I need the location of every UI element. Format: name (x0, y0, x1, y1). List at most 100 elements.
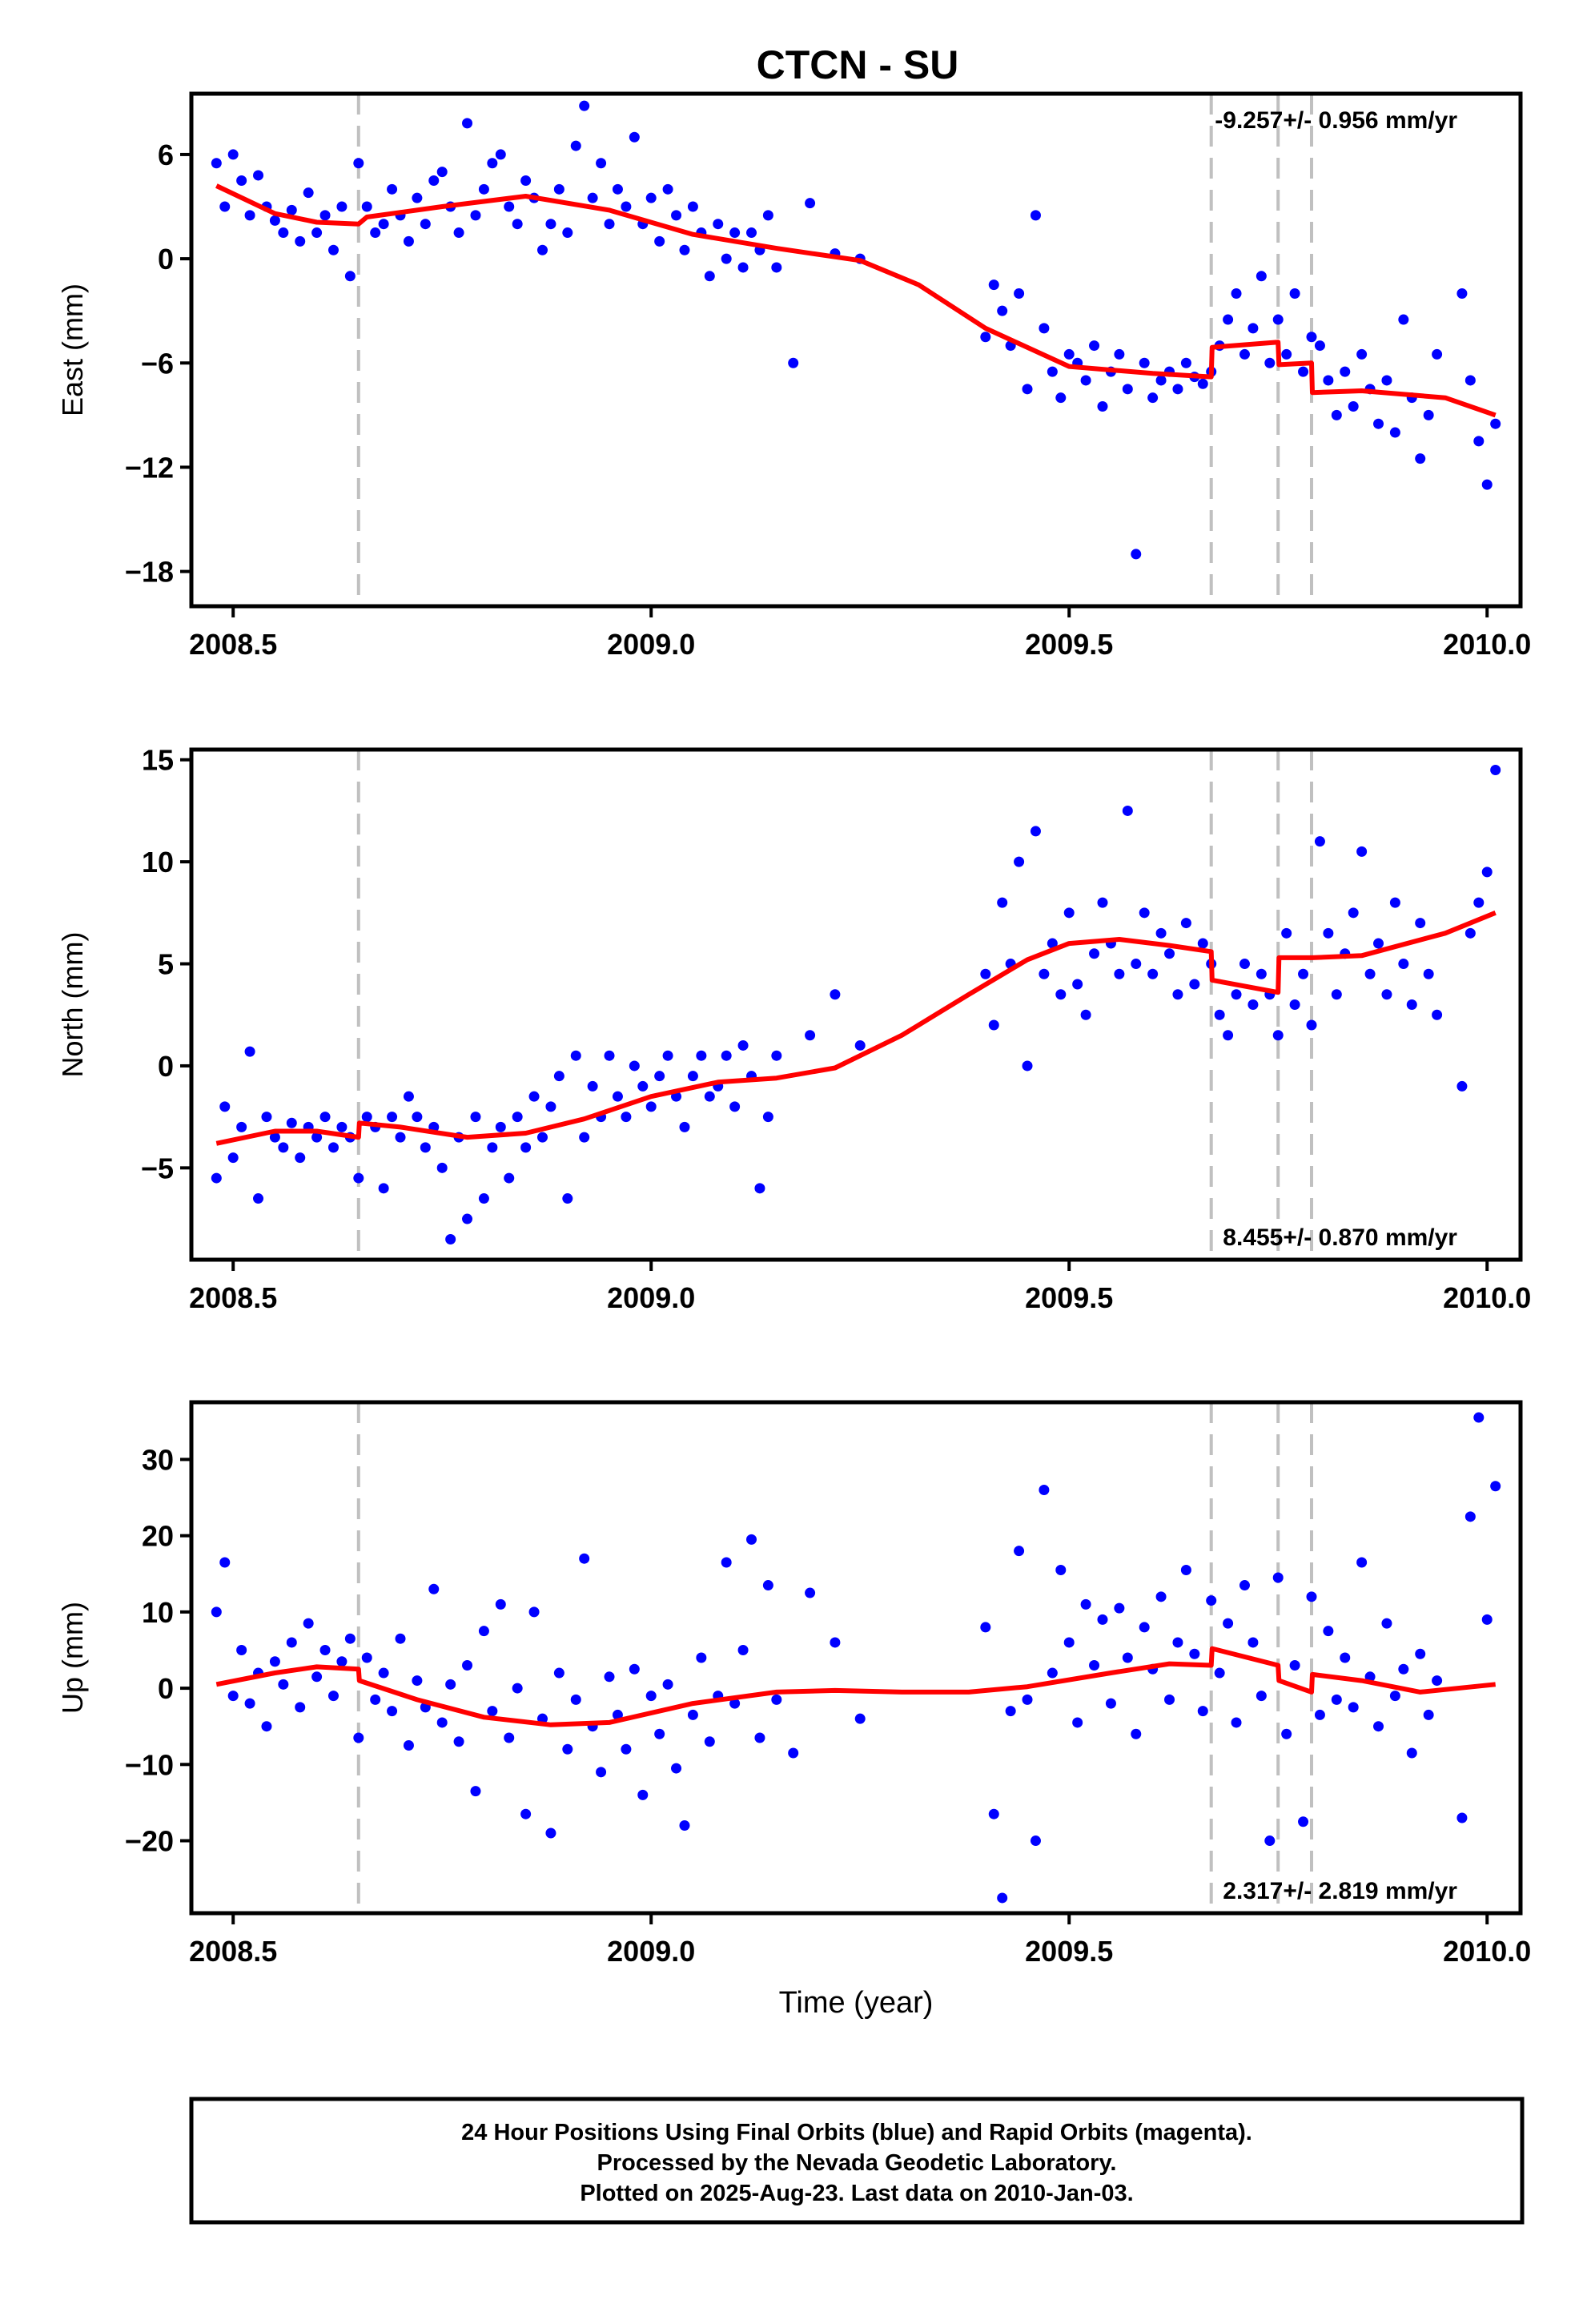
east-data-point (436, 167, 448, 178)
up-data-point (1423, 1709, 1434, 1720)
up-data-point (629, 1663, 640, 1675)
east-data-point (361, 201, 372, 212)
north-data-point (1022, 1060, 1033, 1072)
up-data-point (1089, 1660, 1100, 1671)
up-data-point (1239, 1580, 1250, 1591)
east-data-point (253, 170, 264, 181)
north-data-point (1306, 1019, 1317, 1031)
up-data-point (311, 1671, 323, 1683)
north-data-point (1089, 948, 1100, 959)
north-data-point (1122, 805, 1133, 816)
east-data-point (1272, 314, 1284, 325)
up-data-point (1473, 1412, 1485, 1423)
north-data-point (395, 1132, 406, 1143)
north-data-point (1473, 897, 1485, 908)
north-data-point (253, 1193, 264, 1204)
north-fit-line (215, 911, 1497, 1146)
up-data-point (370, 1694, 381, 1705)
up-data-point (286, 1637, 297, 1648)
north-data-point (336, 1121, 348, 1132)
north-ylabel: North (mm) (56, 932, 89, 1078)
north-data-point (1415, 918, 1426, 929)
north-data-point (1063, 907, 1075, 919)
east-data-point (378, 219, 389, 230)
up-data-point (1030, 1835, 1041, 1847)
up-data-point (495, 1598, 506, 1610)
north-data-point (612, 1091, 623, 1102)
north-data-point (754, 1183, 765, 1194)
up-data-point (470, 1786, 481, 1797)
east-fit-line (215, 183, 1497, 418)
up-data-point (353, 1732, 364, 1743)
north-data-point (704, 1091, 715, 1102)
east-data-point (487, 158, 498, 169)
east-ytick-label: −12 (125, 451, 174, 484)
east-data-point (1389, 427, 1400, 438)
east-ylabel: East (mm) (56, 283, 89, 416)
east-data-point (1356, 348, 1368, 360)
north-data-point (1114, 968, 1125, 979)
footer-line-2: Processed by the Nevada Geodetic Laborat… (597, 2150, 1117, 2176)
east-data-point (344, 271, 356, 282)
east-data-point (721, 253, 732, 264)
east-data-point (671, 210, 682, 221)
east-data-point (453, 227, 464, 239)
east-data-point (621, 201, 632, 212)
east-data-point (1180, 357, 1191, 368)
footer-box: 24 Hour Positions Using Final Orbits (bl… (189, 2097, 1525, 2225)
east-data-point (788, 357, 799, 368)
north-data-point (495, 1121, 506, 1132)
east-data-point (227, 149, 239, 160)
north-data-point (1314, 836, 1325, 847)
north-data-point (621, 1112, 632, 1123)
east-data-point (504, 201, 515, 212)
east-data-point (997, 305, 1008, 316)
up-data-point (687, 1709, 698, 1720)
up-data-point (1055, 1564, 1067, 1575)
east-data-point (980, 332, 991, 343)
north-data-point (1289, 999, 1300, 1010)
up-data-point (1097, 1614, 1108, 1625)
north-data-point (528, 1091, 540, 1102)
up-data-point (211, 1606, 222, 1618)
north-xtick-label: 2009.5 (1025, 1281, 1113, 1314)
footer-frame (189, 2097, 1525, 2225)
up-xtick-label: 2009.0 (607, 1935, 695, 1968)
up-data-point (478, 1626, 489, 1637)
east-data-point (629, 131, 640, 143)
north-data-point (436, 1162, 448, 1173)
east-data-point (679, 244, 690, 255)
up-ytick-label: −10 (125, 1748, 174, 1781)
east-data-point (562, 227, 573, 239)
east-data-point (1373, 418, 1384, 429)
up-data-point (1248, 1637, 1259, 1648)
up-data-point (269, 1656, 280, 1667)
up-data-point (762, 1580, 773, 1591)
east-data-point (1131, 549, 1142, 560)
up-data-point (570, 1694, 581, 1705)
up-data-point (327, 1691, 339, 1702)
up-data-point (1172, 1637, 1183, 1648)
east-xtick-label: 2008.5 (189, 628, 277, 661)
up-data-point (1206, 1595, 1217, 1606)
east-data-point (645, 192, 657, 203)
east-data-point (1415, 453, 1426, 464)
east-data-point (596, 158, 607, 169)
east-data-point (579, 100, 590, 111)
up-data-point (645, 1691, 657, 1702)
north-data-point (997, 897, 1008, 908)
east-data-point (612, 183, 623, 195)
north-data-point (536, 1132, 548, 1143)
up-data-point (303, 1618, 314, 1629)
north-data-point (1164, 948, 1175, 959)
up-data-point (1114, 1602, 1125, 1614)
up-data-point (854, 1713, 866, 1724)
up-data-point (1406, 1747, 1417, 1759)
up-data-point (453, 1736, 464, 1747)
up-data-point (621, 1743, 632, 1755)
east-data-point (478, 183, 489, 195)
north-data-point (679, 1121, 690, 1132)
north-data-point (445, 1234, 456, 1245)
east-data-point (1022, 384, 1033, 395)
